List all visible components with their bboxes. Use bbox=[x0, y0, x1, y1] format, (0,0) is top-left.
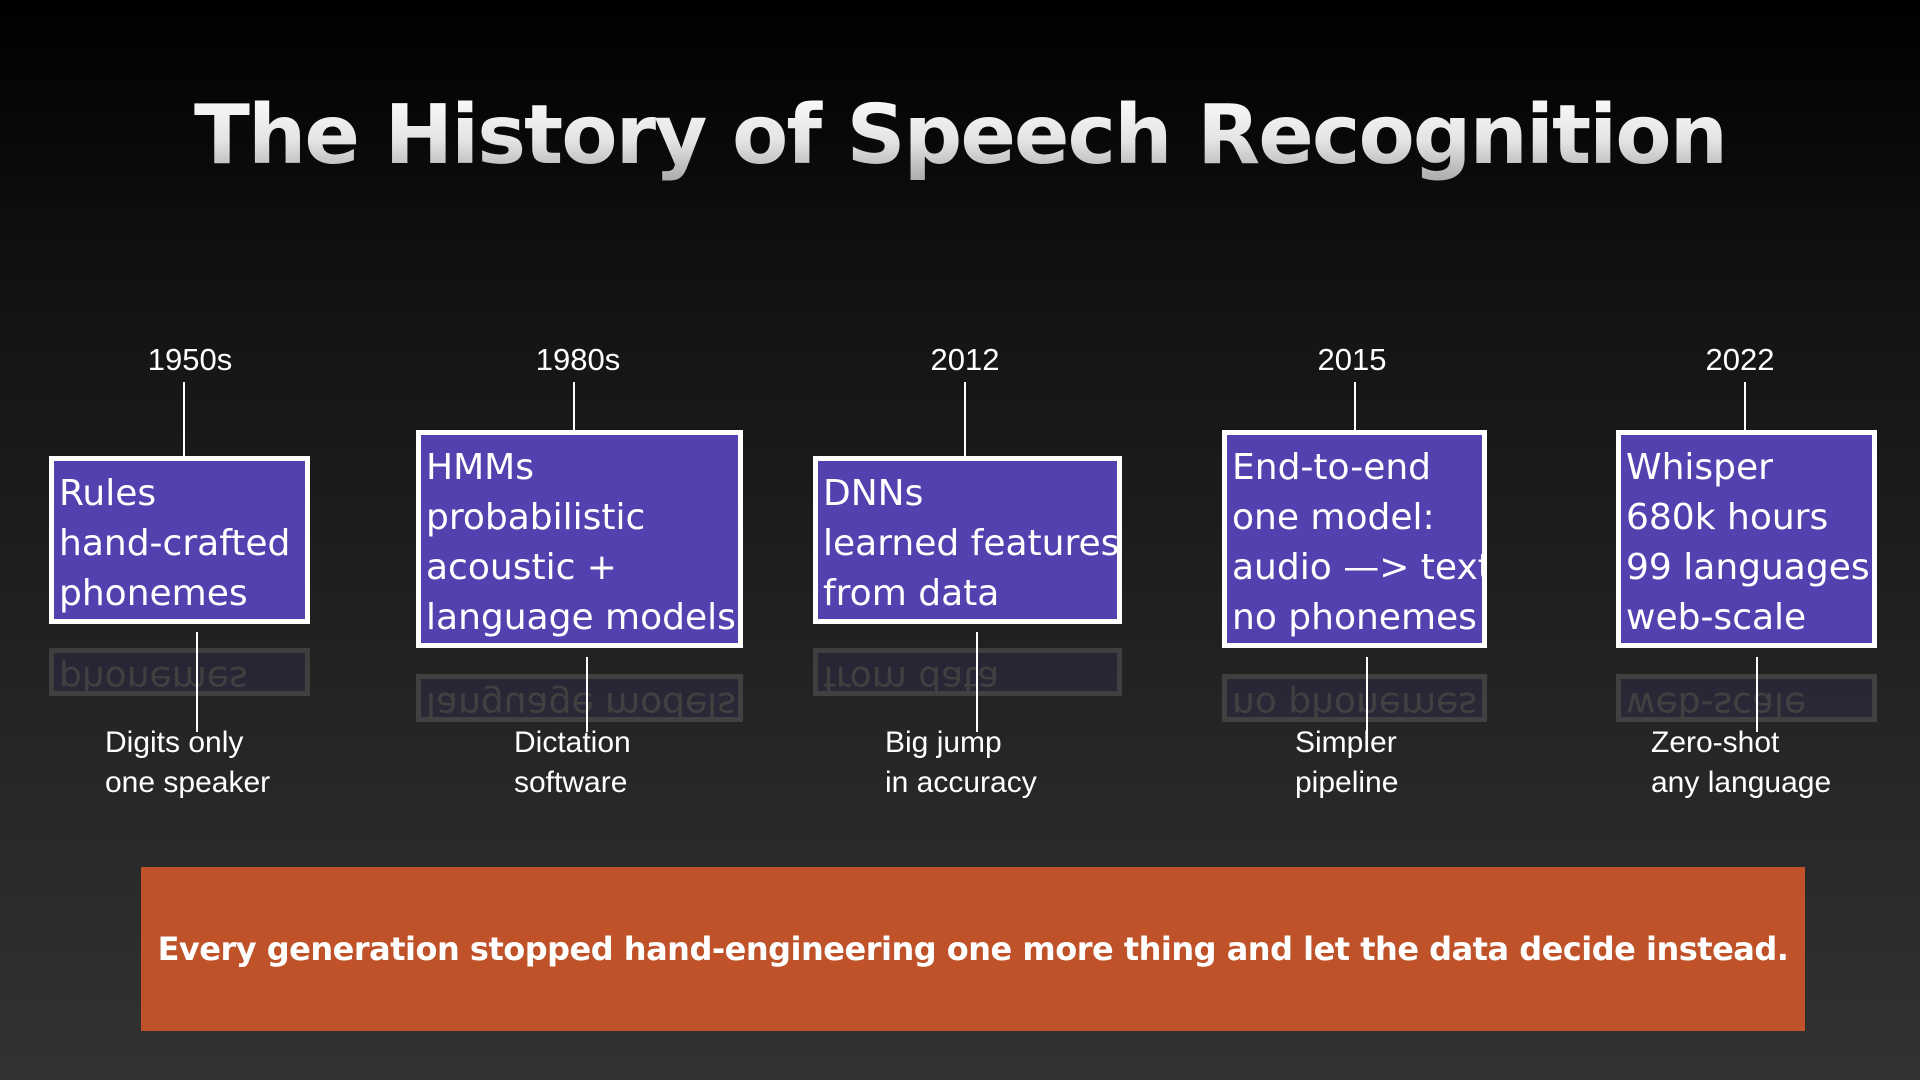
takeaway-text: Every generation stopped hand-engineerin… bbox=[157, 930, 1789, 968]
box-text-line: probabilistic bbox=[426, 497, 646, 538]
milestone-box-1980s: HMMs probabilistic acoustic + language m… bbox=[416, 430, 743, 648]
box-text-line: Whisper bbox=[1626, 447, 1773, 488]
box-text-line: HMMs bbox=[426, 447, 534, 488]
box-reflection: web-scale bbox=[1616, 674, 1877, 722]
connector-line-bottom bbox=[586, 657, 588, 732]
milestone-box-1950s: Rules hand-crafted phonemes bbox=[49, 456, 310, 624]
milestone-box-2022: Whisper 680k hours 99 languages web-scal… bbox=[1616, 430, 1877, 648]
milestone-year-2022: 2022 bbox=[1705, 342, 1775, 377]
box-reflection: no phonemes bbox=[1222, 674, 1487, 722]
box-text-line: DNNs bbox=[823, 473, 924, 514]
box-text-line: audio —> text bbox=[1232, 547, 1487, 588]
box-text-line: 99 languages bbox=[1626, 547, 1870, 588]
box-text-line: Rules bbox=[59, 473, 157, 514]
reflection-text: web-scale bbox=[1626, 684, 1807, 722]
note-text-line: Zero-shot bbox=[1651, 726, 1780, 759]
milestone-note-1980s: Dictation software bbox=[514, 723, 631, 803]
box-text-line: hand-crafted bbox=[59, 523, 291, 564]
milestone-year-2015: 2015 bbox=[1317, 342, 1387, 377]
box-text-line: language models bbox=[426, 597, 736, 638]
box-reflection: phonemes bbox=[49, 648, 310, 696]
box-text-line: no phonemes bbox=[1232, 597, 1477, 638]
note-text-line: Big jump bbox=[885, 726, 1002, 759]
box-text-line: acoustic + bbox=[426, 547, 617, 588]
milestone-note-2022: Zero-shot any language bbox=[1651, 723, 1831, 803]
takeaway-banner: Every generation stopped hand-engineerin… bbox=[141, 867, 1805, 1031]
connector-line-top bbox=[183, 382, 185, 456]
reflection-text: no phonemes bbox=[1232, 684, 1477, 722]
note-text-line: any language bbox=[1651, 766, 1832, 799]
milestone-box-2012: DNNs learned features from data bbox=[813, 456, 1122, 624]
box-text-line: learned features bbox=[823, 523, 1120, 564]
connector-line-bottom bbox=[1366, 657, 1368, 732]
box-text-line: 680k hours bbox=[1626, 497, 1829, 538]
milestone-year-2012: 2012 bbox=[930, 342, 1000, 377]
box-text-line: End-to-end bbox=[1232, 447, 1432, 488]
box-reflection: language models bbox=[416, 674, 743, 722]
connector-line-bottom bbox=[1756, 657, 1758, 732]
reflection-text: from data bbox=[823, 658, 1000, 696]
note-text-line: software bbox=[514, 766, 628, 799]
box-text-line: one model: bbox=[1232, 497, 1435, 538]
box-text-line: from data bbox=[823, 573, 1000, 614]
connector-line-bottom bbox=[196, 632, 198, 732]
milestone-note-1950s: Digits only one speaker bbox=[105, 723, 270, 803]
box-reflection: from data bbox=[813, 648, 1122, 696]
note-text-line: one speaker bbox=[105, 766, 271, 799]
note-text-line: Digits only bbox=[105, 726, 244, 759]
note-text-line: Dictation bbox=[514, 726, 631, 759]
box-text-line: web-scale bbox=[1626, 597, 1807, 638]
milestone-note-2012: Big jump in accuracy bbox=[885, 723, 1037, 803]
note-text-line: in accuracy bbox=[885, 766, 1037, 799]
milestone-year-1980s: 1980s bbox=[535, 342, 621, 377]
slide-title: The History of Speech Recognition bbox=[0, 88, 1920, 183]
connector-line-top bbox=[573, 382, 575, 430]
connector-line-top bbox=[1744, 382, 1746, 430]
box-text-line: phonemes bbox=[59, 573, 248, 614]
connector-line-top bbox=[964, 382, 966, 456]
reflection-text: phonemes bbox=[59, 658, 248, 696]
connector-line-top bbox=[1354, 382, 1356, 430]
note-text-line: Simpler bbox=[1295, 726, 1397, 759]
milestone-box-2015: End-to-end one model: audio —> text no p… bbox=[1222, 430, 1487, 648]
note-text-line: pipeline bbox=[1295, 766, 1399, 799]
connector-line-bottom bbox=[976, 632, 978, 732]
milestone-note-2015: Simpler pipeline bbox=[1295, 723, 1398, 803]
milestone-year-1950s: 1950s bbox=[147, 342, 233, 377]
reflection-text: language models bbox=[426, 684, 736, 722]
